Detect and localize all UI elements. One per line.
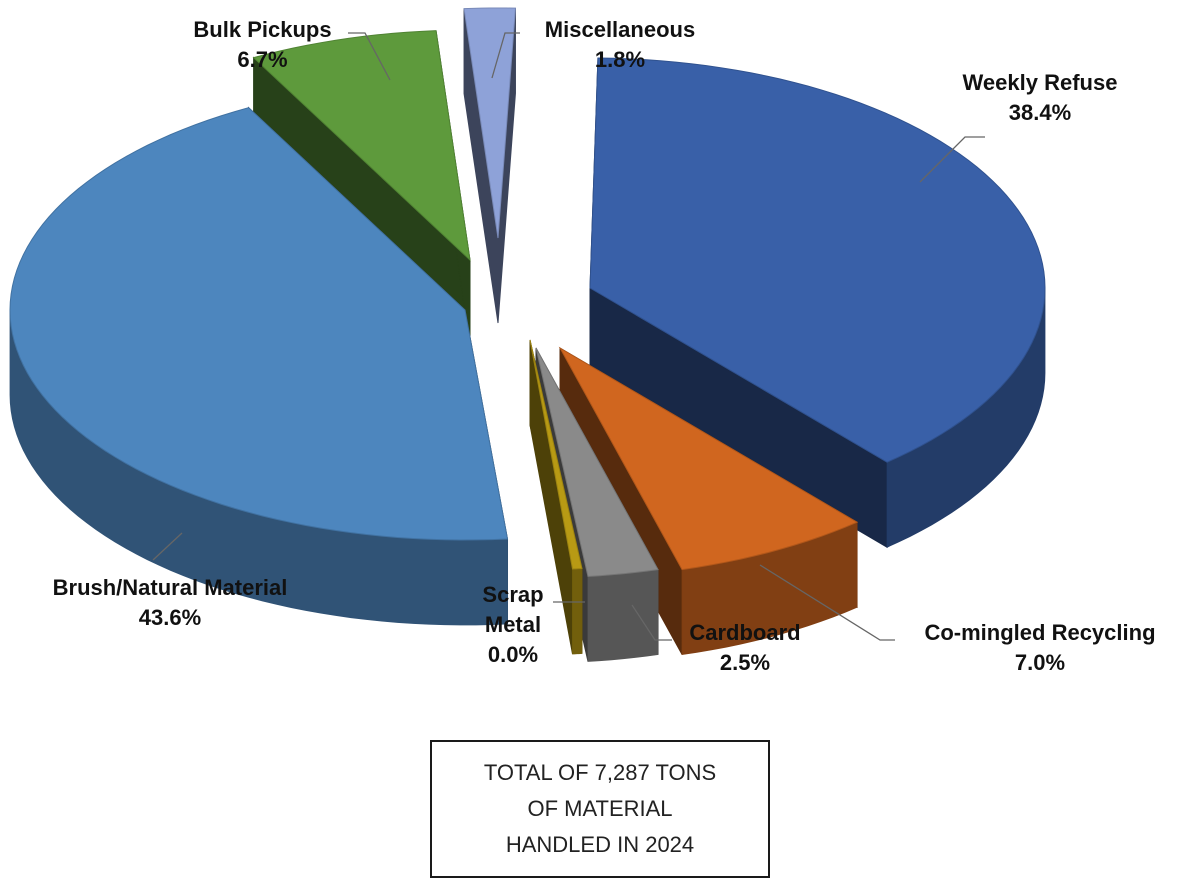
slices-layer [9,7,1046,662]
label-brush-natural-material: Brush/Natural Material 43.6% [5,573,335,633]
label-brush-pct: 43.6% [138,605,202,630]
label-scrap-name-1: Scrap [482,582,544,607]
label-misc-name: Miscellaneous [544,17,696,42]
leader-line-bulk [348,32,391,81]
total-summary-box: TOTAL OF 7,287 TONS OF MATERIAL HANDLED … [430,740,770,878]
slice-top [529,339,583,570]
pie-chart [9,7,1046,662]
label-weekly-refuse-name: Weekly Refuse [962,70,1118,95]
label-bulk-name: Bulk Pickups [193,17,332,42]
total-line-1: TOTAL OF 7,287 TONS [483,760,717,785]
slice-top [463,7,517,239]
leader-lines [152,32,985,641]
label-weekly-refuse-pct: 38.4% [1008,100,1072,125]
leader-line-weekly-refuse [919,136,985,183]
label-cardboard-pct: 2.5% [719,650,771,675]
pie-slice-weekly-refuse [589,57,1046,549]
slice-top [589,57,1046,463]
slice-top [252,30,471,262]
slice-top [558,346,859,571]
label-comingled-pct: 7.0% [1014,650,1066,675]
slice-rim [587,569,659,662]
leader-line-comingled [759,564,895,641]
leader-line-misc [491,32,520,79]
label-scrap-name-2: Metal [484,612,542,637]
label-brush-name: Brush/Natural Material [52,575,288,600]
slice-top [9,107,509,541]
label-miscellaneous: Miscellaneous 1.8% [520,15,720,75]
total-line-2: OF MATERIAL [527,796,673,821]
label-comingled-name: Co-mingled Recycling [924,620,1156,645]
label-cardboard-name: Cardboard [689,620,801,645]
label-misc-pct: 1.8% [594,47,646,72]
label-weekly-refuse: Weekly Refuse 38.4% [920,68,1160,128]
total-line-3: HANDLED IN 2024 [505,832,695,857]
pie-slice-brush-natural-material [9,106,509,626]
label-cardboard: Cardboard 2.5% [665,618,825,678]
leader-line-brush [152,532,183,561]
label-scrap-pct: 0.0% [487,642,539,667]
pie-slice-co-mingled-recycling [558,346,859,656]
label-bulk-pickups: Bulk Pickups 6.7% [170,15,355,75]
slice-rim [572,568,583,655]
label-scrap-metal: Scrap Metal 0.0% [458,580,568,670]
leader-line-cardboard [631,604,672,641]
pie-slice-scrap-metal [529,339,583,655]
pie-slice-miscellaneous [463,7,517,324]
label-bulk-pct: 6.7% [237,47,288,72]
label-comingled-recycling: Co-mingled Recycling 7.0% [885,618,1195,678]
slice-top [535,347,659,578]
